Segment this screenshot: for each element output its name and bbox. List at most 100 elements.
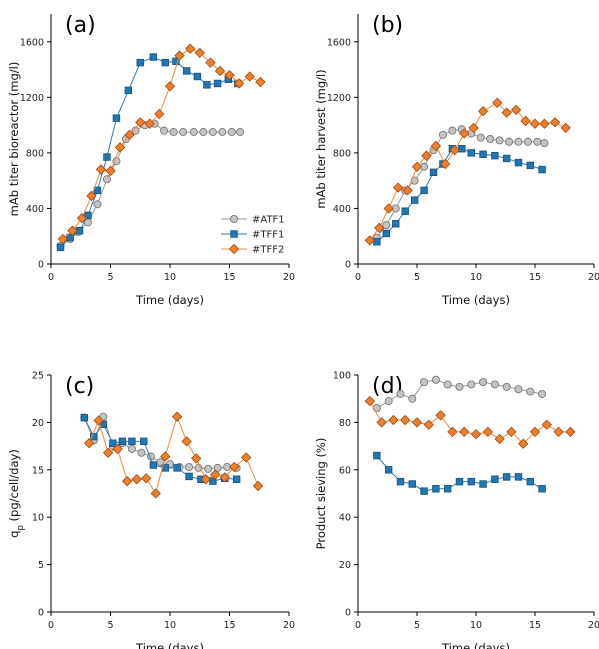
data-point bbox=[541, 419, 552, 430]
series-tff2 bbox=[364, 97, 571, 246]
data-point bbox=[448, 126, 457, 135]
y-axis-label: Product sieving (%) bbox=[314, 438, 328, 550]
data-point bbox=[455, 477, 464, 486]
data-point bbox=[502, 473, 511, 481]
data-point bbox=[141, 473, 152, 484]
data-point bbox=[533, 137, 542, 146]
data-point bbox=[160, 126, 169, 135]
series-tff1 bbox=[373, 451, 546, 495]
data-point bbox=[523, 137, 532, 146]
data-point bbox=[182, 67, 191, 75]
data-point bbox=[252, 480, 264, 492]
data-point bbox=[171, 411, 183, 422]
panel-label: (a) bbox=[65, 13, 96, 38]
data-point bbox=[514, 385, 523, 394]
data-point bbox=[57, 233, 69, 245]
x-tick-label: 15 bbox=[223, 620, 235, 631]
x-tick-label: 5 bbox=[107, 620, 113, 631]
x-tick-label: 10 bbox=[470, 620, 482, 631]
x-tick-label: 20 bbox=[283, 620, 295, 631]
data-point bbox=[514, 473, 523, 481]
y-tick-label: 0 bbox=[38, 608, 44, 619]
legend-marker bbox=[230, 230, 238, 238]
data-point bbox=[209, 477, 217, 485]
data-point bbox=[470, 429, 482, 440]
data-point bbox=[173, 464, 181, 472]
data-point bbox=[131, 474, 142, 485]
data-point bbox=[364, 395, 375, 407]
data-point bbox=[477, 106, 489, 117]
x-axis-label: Time (days) bbox=[441, 293, 510, 307]
x-tick-label: 0 bbox=[48, 620, 54, 631]
data-point bbox=[510, 104, 522, 115]
data-point bbox=[540, 139, 549, 148]
data-point bbox=[229, 461, 240, 473]
data-point bbox=[491, 475, 499, 483]
data-point bbox=[494, 433, 505, 445]
y-tick-label: 80 bbox=[339, 418, 351, 429]
x-tick-label: 10 bbox=[470, 272, 482, 283]
data-point bbox=[400, 414, 411, 426]
data-point bbox=[392, 220, 400, 228]
data-point bbox=[193, 72, 202, 81]
data-point bbox=[149, 461, 158, 469]
data-point bbox=[112, 114, 121, 122]
y-tick-label: 1600 bbox=[327, 37, 351, 48]
data-point bbox=[438, 130, 447, 139]
y-tick-label: 1200 bbox=[327, 93, 351, 104]
chart-panel-1: 0 5 10 15 20 0 400 800 1200 1600 Time (days) mAb ti… bbox=[7, 13, 295, 307]
data-point bbox=[505, 137, 514, 146]
data-point bbox=[411, 161, 423, 172]
data-point bbox=[476, 133, 485, 142]
data-point bbox=[501, 107, 512, 118]
x-tick-label: 5 bbox=[414, 272, 420, 283]
data-point bbox=[435, 410, 446, 421]
data-point bbox=[396, 389, 405, 398]
data-point bbox=[384, 397, 393, 406]
data-point bbox=[191, 453, 202, 464]
chart-panel-4: 0 5 10 15 20 0 20 40 60 80 100 Time (days) Product s… bbox=[314, 371, 599, 649]
data-point bbox=[440, 158, 451, 170]
x-axis-label: Time (days) bbox=[135, 293, 204, 307]
y-tick-label: 20 bbox=[339, 560, 351, 571]
data-point bbox=[127, 444, 136, 453]
data-point bbox=[240, 452, 252, 463]
y-tick-label: 800 bbox=[26, 148, 44, 159]
data-point bbox=[538, 485, 546, 493]
data-point bbox=[137, 448, 146, 457]
x-axis-label: Time (days) bbox=[135, 641, 204, 649]
series-tff1 bbox=[56, 53, 242, 252]
data-point bbox=[136, 58, 144, 67]
x-tick-label: 5 bbox=[107, 272, 113, 283]
series-atf1 bbox=[56, 119, 245, 250]
data-point bbox=[382, 229, 391, 238]
data-point bbox=[468, 122, 479, 134]
data-point bbox=[553, 426, 564, 438]
data-point bbox=[539, 118, 550, 129]
data-point bbox=[549, 117, 561, 128]
y-axis-label: qp (pg/cell/day) bbox=[7, 449, 26, 538]
data-point bbox=[93, 415, 104, 426]
data-point bbox=[382, 221, 391, 230]
data-point bbox=[401, 207, 409, 215]
data-point bbox=[90, 432, 98, 441]
data-point bbox=[95, 164, 107, 175]
data-point bbox=[388, 414, 399, 426]
panel-label: (b) bbox=[372, 13, 403, 38]
data-point bbox=[384, 466, 393, 474]
x-tick-label: 20 bbox=[588, 272, 599, 283]
data-point bbox=[408, 480, 416, 488]
data-point bbox=[376, 417, 387, 428]
legend-label: #TFF2 bbox=[252, 245, 284, 256]
y-tick-label: 20 bbox=[32, 418, 44, 429]
x-tick-label: 15 bbox=[223, 272, 235, 283]
data-point bbox=[80, 413, 89, 422]
y-tick-label: 400 bbox=[333, 204, 351, 215]
data-point bbox=[447, 426, 458, 438]
x-tick-label: 20 bbox=[588, 620, 599, 631]
data-point bbox=[538, 165, 546, 174]
data-point bbox=[432, 485, 440, 493]
data-point bbox=[431, 375, 440, 384]
data-point bbox=[131, 126, 140, 135]
data-point bbox=[172, 57, 180, 65]
